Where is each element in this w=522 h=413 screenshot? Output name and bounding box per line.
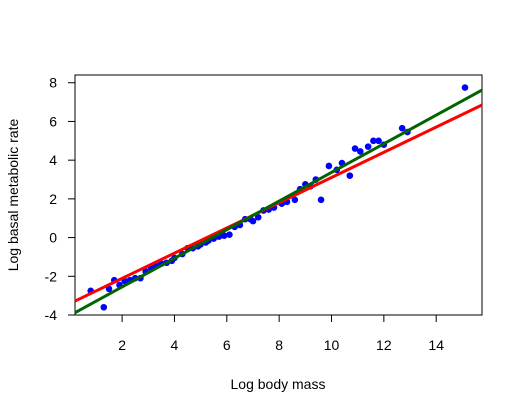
data-point — [370, 137, 377, 145]
data-point — [346, 172, 354, 179]
data-point — [375, 137, 382, 145]
y-axis-label: Log basal metabolic rate — [5, 119, 21, 272]
data-point — [105, 285, 113, 293]
data-point — [249, 217, 257, 225]
fit-lines — [74, 88, 483, 314]
data-point — [291, 196, 299, 204]
x-tick-label: 12 — [376, 337, 392, 353]
x-axis: 2 4 6 8 10 12 14 — [118, 314, 444, 353]
x-tick-label: 4 — [171, 337, 179, 353]
data-point — [226, 231, 233, 238]
data-point — [356, 148, 364, 155]
data-point — [398, 124, 406, 132]
data-point — [351, 145, 359, 152]
x-tick-label: 14 — [428, 337, 444, 353]
green-fit-line — [74, 88, 483, 314]
y-axis: -4 -2 0 2 4 6 8 — [45, 75, 76, 323]
y-tick-label: -4 — [45, 307, 58, 323]
x-tick-label: 2 — [118, 337, 126, 353]
x-axis-label: Log body mass — [231, 376, 326, 392]
data-point — [220, 232, 228, 239]
x-tick-label: 10 — [324, 337, 340, 353]
data-point — [325, 162, 333, 170]
y-tick-label: 4 — [49, 152, 57, 168]
y-tick-label: 0 — [49, 230, 57, 246]
data-point — [461, 84, 469, 91]
y-tick-label: 6 — [49, 113, 57, 129]
x-tick-label: 6 — [223, 337, 231, 353]
data-point — [100, 303, 108, 311]
data-points — [87, 84, 469, 311]
y-tick-label: 8 — [49, 75, 57, 91]
y-tick-label: -2 — [45, 268, 58, 284]
data-point — [317, 196, 325, 204]
y-tick-label: 2 — [49, 191, 57, 207]
data-point — [364, 143, 372, 150]
data-point — [254, 213, 262, 221]
x-tick-label: 8 — [275, 337, 283, 353]
